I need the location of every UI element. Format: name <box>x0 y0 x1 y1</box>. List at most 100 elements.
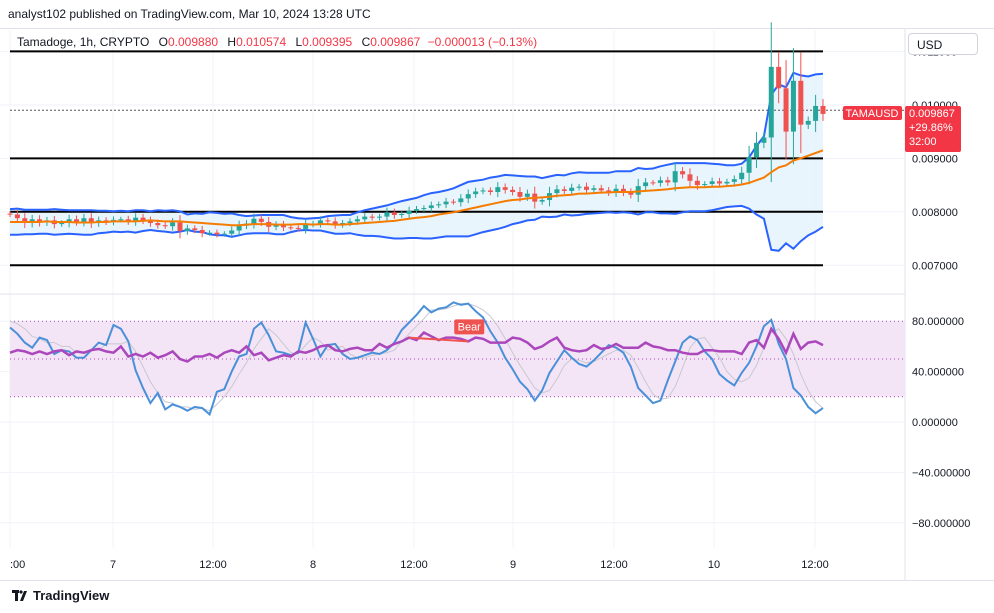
candle-body <box>731 179 737 182</box>
candle-body <box>325 220 331 222</box>
candle-body <box>717 181 723 184</box>
candle <box>820 98 826 121</box>
candle-body <box>317 220 323 224</box>
candle-body <box>428 205 434 209</box>
candle-body <box>480 190 486 192</box>
high-label: H <box>227 35 237 49</box>
candle <box>753 132 759 169</box>
candle-body <box>295 227 301 229</box>
candle <box>672 162 678 192</box>
price-tag <box>905 105 961 152</box>
candle-body <box>391 212 397 216</box>
currency-button[interactable]: USD <box>908 33 978 55</box>
candle <box>428 201 434 212</box>
candle-body <box>88 218 94 224</box>
candle-body <box>813 105 819 121</box>
candle-body <box>74 219 80 222</box>
candle <box>436 201 442 209</box>
candle-body <box>680 171 686 175</box>
tradingview-logo-icon <box>12 590 27 601</box>
candle-body <box>753 142 759 158</box>
candle <box>81 213 87 227</box>
candle-body <box>192 228 198 230</box>
candle-body <box>369 216 375 218</box>
candle <box>236 220 242 236</box>
rsi-line <box>9 326 824 363</box>
change-value: −0.000013 (−0.13%) <box>427 35 538 49</box>
price-tick-label: 0.008000 <box>912 207 958 219</box>
time-tick-label: 8 <box>310 559 316 571</box>
candle <box>406 206 412 218</box>
bollinger-upper <box>9 71 824 220</box>
candle-body <box>133 217 139 222</box>
candle <box>295 225 301 232</box>
candle-body <box>273 224 279 227</box>
candle <box>251 213 257 229</box>
candle-body <box>118 219 124 221</box>
symbol-label[interactable]: Tamadoge, 1h, CRYPTO <box>17 35 150 49</box>
candle <box>731 175 737 186</box>
candle-body <box>613 188 619 193</box>
candle-body <box>280 224 286 228</box>
candle <box>170 218 176 231</box>
open-label: O <box>158 35 168 49</box>
bear-label-bg <box>454 319 485 335</box>
candle-body <box>421 208 427 210</box>
candle-body <box>524 193 530 197</box>
candle <box>739 166 745 186</box>
candle <box>635 178 641 202</box>
candle <box>14 210 20 223</box>
candle <box>606 186 612 196</box>
candle-body <box>332 221 338 225</box>
candle <box>443 197 449 209</box>
candle-body <box>7 213 13 215</box>
candle-body <box>783 88 789 132</box>
candle-body <box>487 190 493 193</box>
candle <box>37 215 43 227</box>
candle-body <box>768 66 774 138</box>
candle-body <box>214 232 220 235</box>
candle <box>458 194 464 207</box>
candle-body <box>643 182 649 187</box>
candle <box>657 176 663 187</box>
candle <box>147 216 153 227</box>
candle <box>510 186 516 196</box>
candle <box>192 225 198 234</box>
low-value: 0.009395 <box>302 35 353 49</box>
candle-body <box>820 105 826 114</box>
candle-body <box>458 198 464 203</box>
oscillator-tick-label: 80.000000 <box>912 316 964 328</box>
candle-body <box>539 200 545 202</box>
candle <box>790 48 796 165</box>
candle-body <box>81 218 87 222</box>
candle-body <box>473 191 479 195</box>
price-tick-label: 0.007000 <box>912 260 958 272</box>
candle <box>177 215 183 239</box>
candle <box>687 168 693 187</box>
candle-body <box>399 213 405 216</box>
candle <box>768 22 774 182</box>
candle <box>798 52 804 154</box>
candle <box>399 211 405 218</box>
candle <box>487 187 493 196</box>
candle <box>207 230 213 236</box>
candle <box>643 178 649 191</box>
candle <box>583 182 589 194</box>
candle-body <box>709 181 715 184</box>
candle <box>125 215 131 225</box>
candle-body <box>606 190 612 193</box>
candle-body <box>14 214 20 219</box>
candle-body <box>450 201 456 203</box>
bollinger-basis <box>10 149 824 227</box>
footer-brand[interactable]: TradingView <box>33 588 110 603</box>
candle-body <box>635 186 641 195</box>
bollinger-lower <box>10 204 824 252</box>
time-tick-label: 12:00 <box>199 559 227 571</box>
candle-body <box>436 204 442 206</box>
candle <box>88 213 94 229</box>
candle <box>805 116 811 130</box>
oscillator-pane: Bear <box>9 301 905 417</box>
candle <box>561 186 567 195</box>
axes: 0.0110000.0100000.0090000.0080000.007000… <box>10 46 970 571</box>
